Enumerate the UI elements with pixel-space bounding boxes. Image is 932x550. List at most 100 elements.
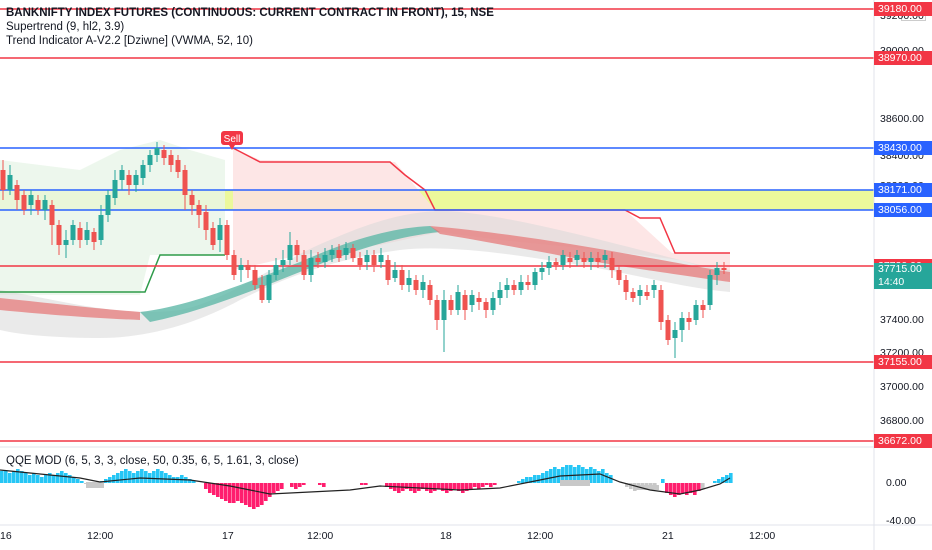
qqe-histogram-bar: [597, 471, 601, 483]
bearish-candle: [35, 195, 41, 215]
bearish-candle: [245, 260, 251, 278]
bullish-candle: [497, 282, 503, 305]
qqe-histogram-bar: [585, 469, 589, 483]
qqe-histogram-bar: [188, 479, 192, 483]
bearish-candle: [14, 180, 20, 210]
bullish-candle: [707, 270, 713, 310]
qqe-tick-label: -40.00: [886, 515, 916, 527]
qqe-histogram-bar: [32, 473, 36, 483]
bearish-candle: [448, 295, 454, 315]
qqe-neutral-block: [635, 485, 659, 490]
level-price-tag: 38171.00: [874, 183, 932, 197]
time-tick-label: 17: [222, 530, 234, 542]
supertrend-legend[interactable]: Supertrend (9, hl2, 3.9): [6, 21, 125, 33]
bullish-candle: [679, 312, 685, 342]
qqe-histogram-bar: [144, 471, 148, 483]
bearish-candle: [126, 170, 132, 195]
qqe-histogram-bar: [693, 483, 697, 495]
qqe-histogram-bar: [60, 471, 64, 483]
bullish-candle: [714, 262, 720, 285]
qqe-histogram-bar: [433, 483, 437, 491]
qqe-histogram-bar: [0, 471, 4, 483]
qqe-histogram-bar: [244, 483, 248, 505]
bullish-candle: [602, 250, 608, 268]
qqe-histogram-bar: [160, 471, 164, 483]
qqe-histogram-bar: [140, 469, 144, 483]
qqe-histogram-bar: [318, 483, 322, 485]
bearish-candle: [721, 262, 727, 274]
bearish-candle: [665, 315, 671, 345]
bearish-candle: [525, 275, 531, 290]
qqe-histogram-bar: [72, 477, 76, 483]
qqe-histogram-bar: [465, 483, 469, 491]
qqe-histogram-bar: [12, 471, 16, 483]
qqe-histogram-bar: [24, 473, 28, 483]
chart-legend: BANKNIFTY INDEX FUTURES (CONTINUOUS: CUR…: [6, 6, 494, 48]
qqe-histogram-bar: [421, 483, 425, 489]
bearish-candle: [581, 252, 587, 268]
qqe-histogram-bar: [48, 473, 52, 483]
price-tick-label: 38600.00: [880, 113, 924, 125]
bullish-candle: [364, 250, 370, 270]
qqe-histogram-bar: [8, 473, 12, 483]
qqe-histogram-bar: [216, 483, 220, 497]
sell-signal-marker: Sell: [221, 131, 243, 150]
bullish-candle: [406, 270, 412, 292]
qqe-histogram-bar: [124, 469, 128, 483]
trend-indicator-legend[interactable]: Trend Indicator A-V2.2 [Dziwne] (VWMA, 5…: [6, 35, 253, 47]
bearish-candle: [77, 222, 83, 248]
bullish-candle: [490, 292, 496, 315]
bullish-candle: [329, 245, 335, 262]
level-price-tag: 39180.00: [874, 2, 932, 16]
qqe-histogram-bar: [441, 483, 445, 491]
price-tick-label: 37000.00: [880, 381, 924, 393]
qqe-histogram-bar: [156, 469, 160, 483]
qqe-histogram-bar: [76, 479, 80, 483]
qqe-histogram-bar: [224, 483, 228, 501]
bullish-candle: [378, 248, 384, 268]
bullish-candle: [273, 258, 279, 280]
qqe-tick-label: 0.00: [886, 477, 907, 489]
bullish-candle: [238, 258, 244, 282]
qqe-histogram-bar: [481, 483, 485, 487]
qqe-histogram-bar: [453, 483, 457, 489]
bullish-candle: [560, 250, 566, 270]
bearish-candle: [644, 285, 650, 300]
bearish-candle: [462, 290, 468, 320]
qqe-histogram-bar: [28, 475, 32, 483]
qqe-histogram-bar: [264, 483, 268, 501]
bullish-candle: [133, 170, 139, 192]
bullish-candle: [7, 165, 13, 195]
bullish-candle: [455, 285, 461, 315]
qqe-legend[interactable]: QQE MOD (6, 5, 3, 3, close, 50, 0.35, 6,…: [6, 455, 299, 467]
bullish-candle: [154, 142, 160, 162]
qqe-histogram-bar: [4, 471, 8, 483]
bullish-candle: [546, 256, 552, 275]
qqe-line: [0, 469, 731, 495]
symbol-title[interactable]: BANKNIFTY INDEX FUTURES (CONTINUOUS: CUR…: [6, 7, 494, 19]
bullish-candle: [28, 190, 34, 215]
qqe-histogram-bar: [721, 477, 725, 483]
bearish-candle: [609, 252, 615, 278]
qqe-histogram-bar: [252, 483, 256, 509]
bullish-candle: [518, 275, 524, 295]
bearish-candle: [567, 252, 573, 268]
qqe-histogram-bar: [260, 483, 264, 505]
bearish-candle: [399, 265, 405, 290]
bearish-candle: [161, 145, 167, 165]
qqe-histogram-bar: [445, 483, 449, 493]
bearish-candle: [686, 312, 692, 330]
bullish-candle: [469, 290, 475, 312]
bearish-candle: [336, 244, 342, 262]
bearish-candle: [511, 280, 517, 295]
bullish-candle: [637, 285, 643, 305]
bullish-candle: [343, 242, 349, 260]
qqe-histogram-bar: [437, 483, 441, 489]
qqe-histogram-bar: [521, 479, 525, 483]
qqe-histogram-bar: [208, 483, 212, 493]
bullish-candle: [42, 195, 48, 220]
qqe-histogram-bar: [136, 471, 140, 483]
qqe-histogram-bar: [713, 481, 717, 483]
